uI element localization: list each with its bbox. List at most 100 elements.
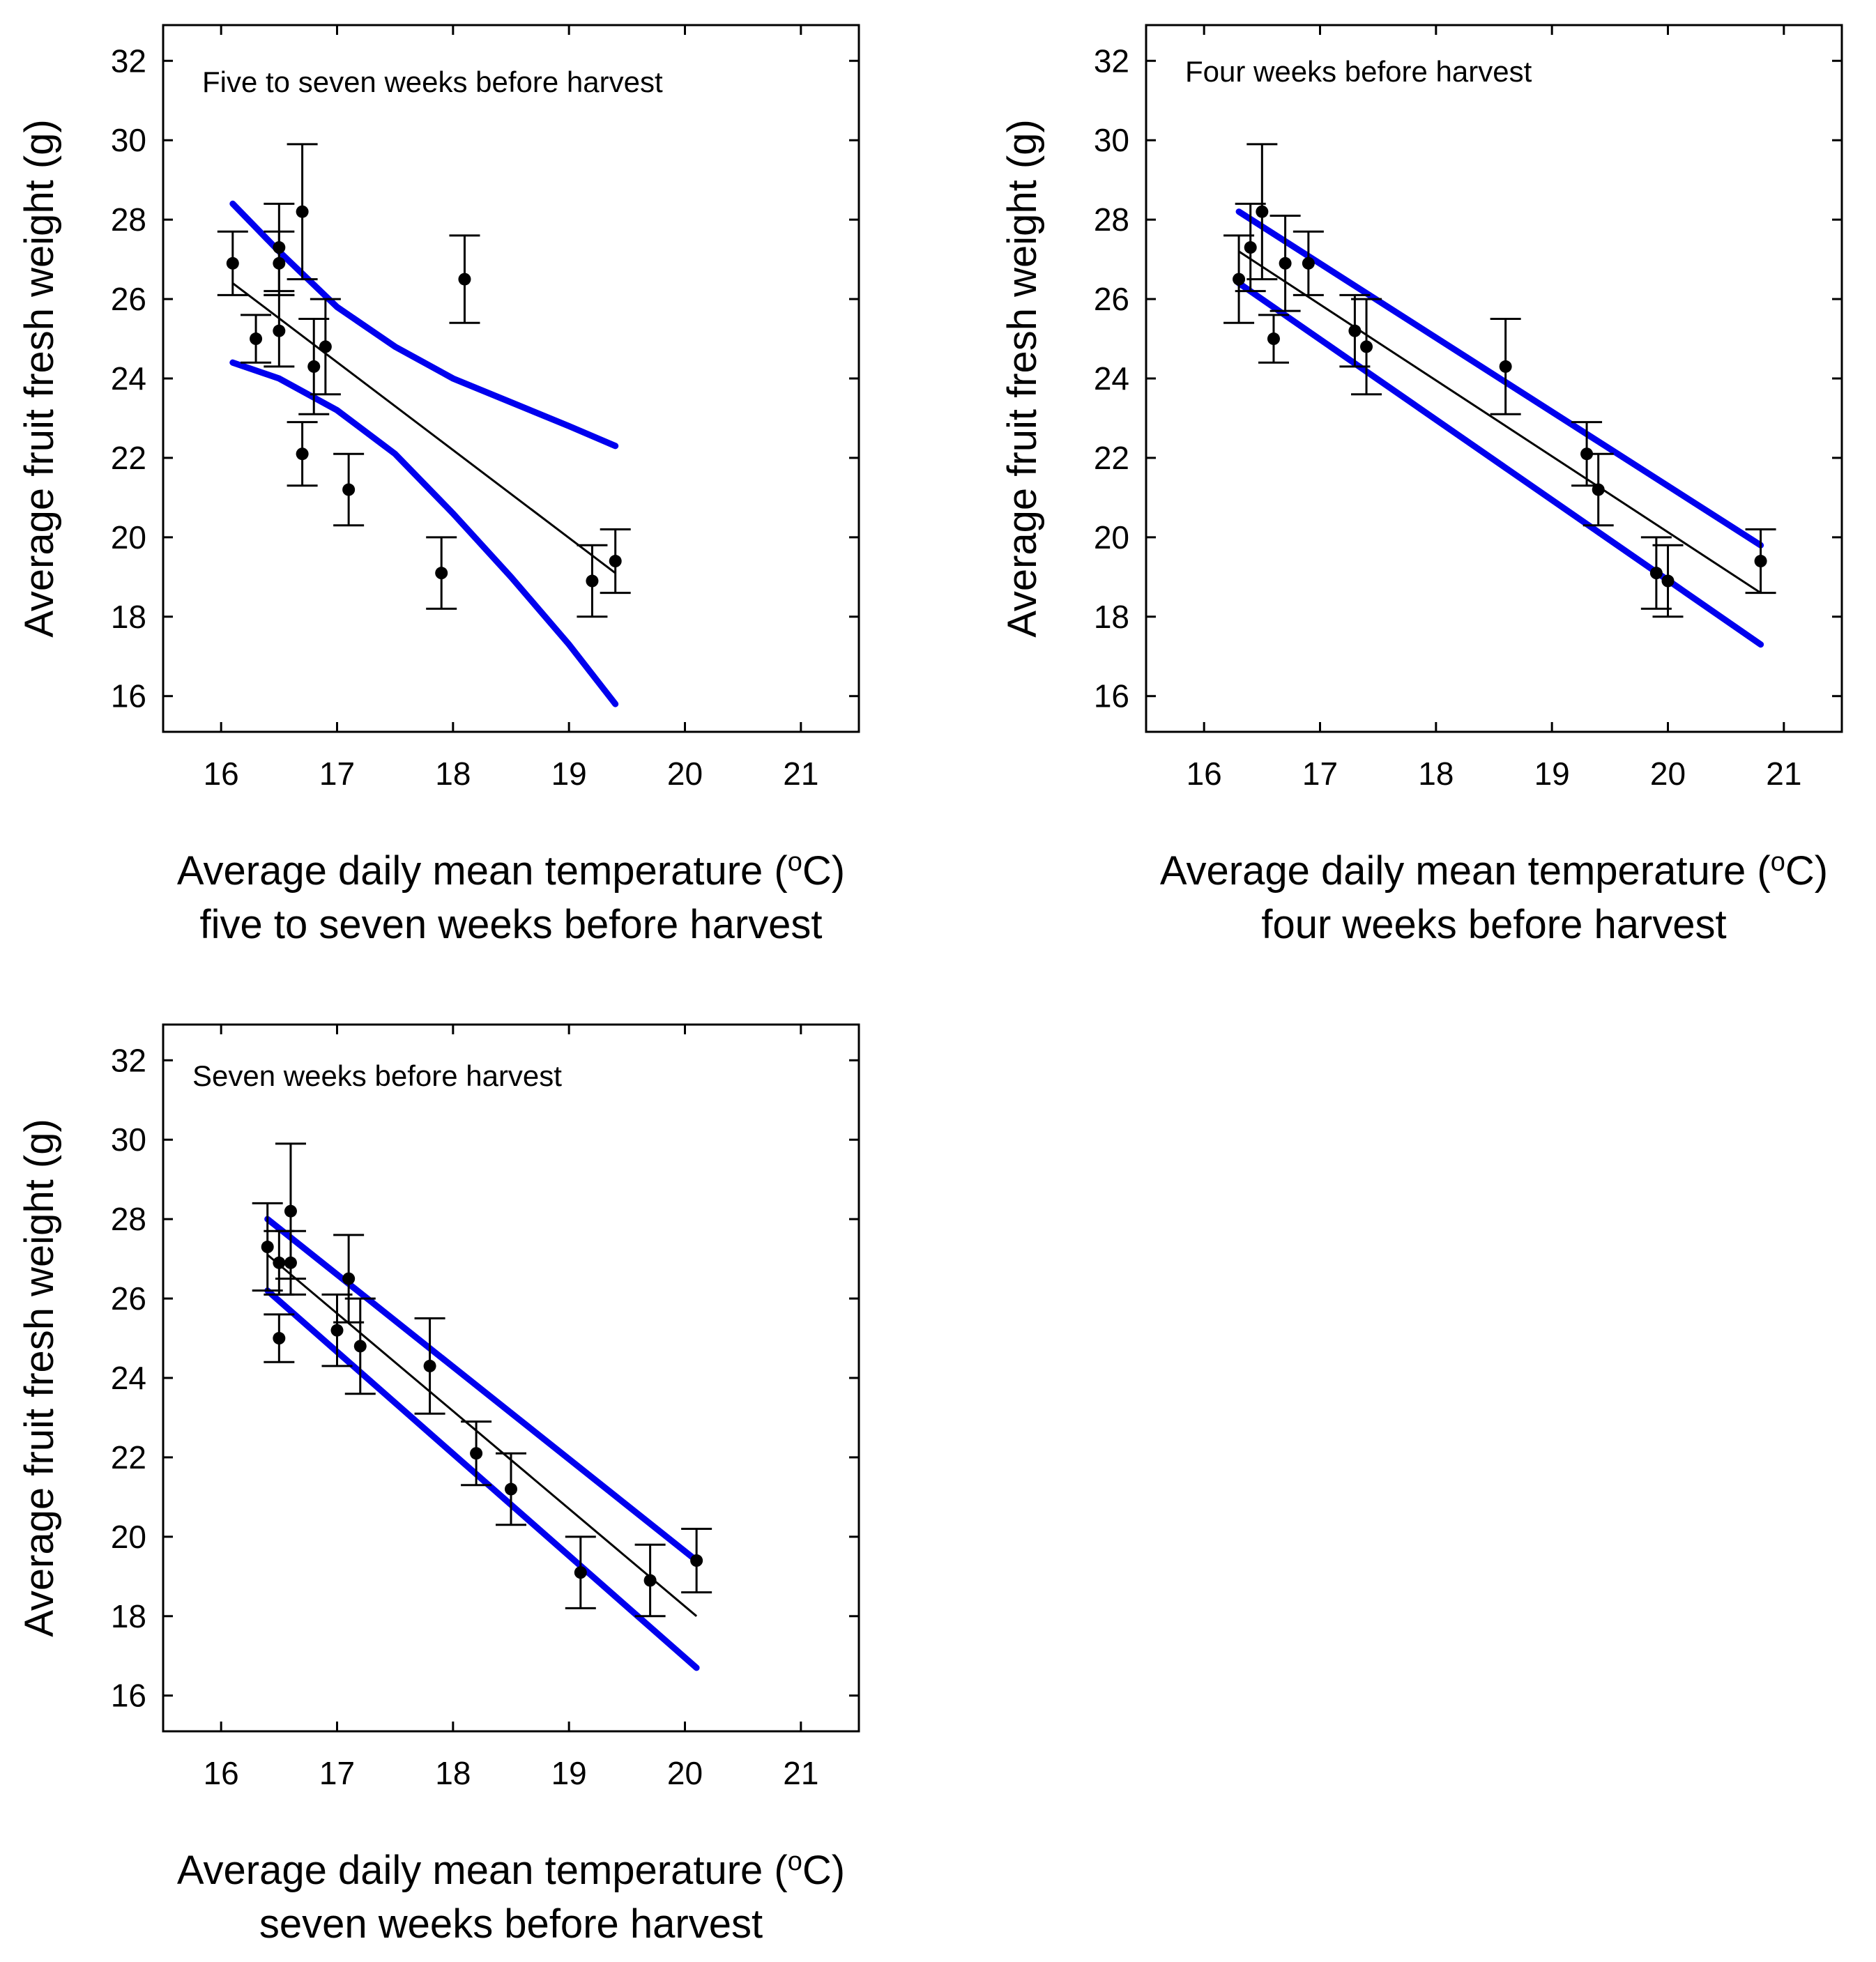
data-point <box>1244 241 1257 254</box>
y-tick-label: 32 <box>111 1042 146 1078</box>
data-marks <box>217 143 631 707</box>
x-tick-label: 18 <box>435 1755 471 1791</box>
y-tick-label: 18 <box>111 599 146 635</box>
data-point <box>423 1359 436 1372</box>
y-tick-label: 28 <box>111 1201 146 1237</box>
y-tick-label: 26 <box>1094 281 1129 317</box>
lower-confidence-band <box>1235 279 1764 648</box>
x-axis-label-text: Average daily mean temperature ( <box>177 1848 788 1893</box>
x-tick-label: 21 <box>1766 756 1801 792</box>
data-point <box>1499 360 1512 373</box>
lower-confidence-band <box>264 1287 700 1671</box>
data-point <box>284 1256 297 1269</box>
upper-confidence-band <box>264 1216 700 1564</box>
data-point <box>643 1574 657 1587</box>
degree-superscript: o <box>788 848 802 877</box>
x-tick-label: 18 <box>435 756 471 792</box>
y-tick-label: 32 <box>1094 43 1129 79</box>
data-point <box>609 555 622 568</box>
data-point <box>435 567 448 580</box>
x-tick-label: 20 <box>667 756 703 792</box>
data-point <box>1233 273 1246 286</box>
y-tick-label: 22 <box>111 1439 146 1476</box>
data-point <box>586 574 599 588</box>
upper-confidence-band <box>229 200 619 450</box>
data-point <box>226 256 239 270</box>
x-axis-label-unit: C) <box>802 1848 845 1893</box>
data-point <box>1592 483 1605 496</box>
y-tick-label: 32 <box>111 43 146 79</box>
axis-ticks: 16 17 18 19 20 21 16 18 20 22 24 26 28 30 32 <box>111 1025 859 1791</box>
x-tick-label: 18 <box>1418 756 1454 792</box>
y-tick-label: 28 <box>111 201 146 238</box>
data-point <box>330 1324 344 1337</box>
x-tick-label: 17 <box>319 756 355 792</box>
x-axis-label-line2: five to seven weeks before harvest <box>199 902 822 947</box>
panel-label: Four weeks before harvest <box>1185 55 1532 88</box>
y-tick-label: 24 <box>1094 360 1129 397</box>
regression-line <box>266 1254 698 1617</box>
data-point <box>690 1554 703 1568</box>
x-tick-label: 17 <box>319 1755 355 1791</box>
data-point <box>1360 340 1373 353</box>
y-tick-label: 16 <box>1094 678 1129 714</box>
data-point <box>1348 324 1362 337</box>
data-marks <box>252 1142 712 1671</box>
x-axis-label: Average daily mean temperature (oC) <box>177 848 845 894</box>
y-axis-label: Average fruit fresh weight (g) <box>17 1119 62 1637</box>
data-marks <box>1223 143 1776 648</box>
upper-confidence-band <box>1235 208 1764 549</box>
data-point <box>1279 256 1292 270</box>
data-point <box>505 1482 517 1496</box>
x-tick-label: 21 <box>783 1755 818 1791</box>
x-tick-label: 19 <box>551 756 587 792</box>
data-point <box>1256 205 1269 218</box>
y-axis-label: Average fruit fresh weight (g) <box>1000 119 1045 638</box>
data-point <box>307 360 321 373</box>
lower-confidence-band <box>229 359 619 707</box>
y-axis-label: Average fruit fresh weight (g) <box>17 119 62 638</box>
x-tick-label: 19 <box>1534 756 1570 792</box>
data-point <box>273 256 286 270</box>
y-tick-label: 24 <box>111 1360 146 1396</box>
data-point <box>470 1447 483 1460</box>
chart-panel-five-to-seven-weeks: 16 17 18 19 20 21 16 18 20 22 24 26 28 30 32 Five to s… <box>17 24 860 947</box>
x-axis-label: Average daily mean temperature (oC) <box>177 1847 845 1893</box>
x-axis-label-text: Average daily mean temperature ( <box>1160 848 1771 894</box>
data-point <box>273 1332 286 1345</box>
axis-ticks: 16 17 18 19 20 21 16 18 20 22 24 26 28 30 32 <box>1094 25 1842 792</box>
x-axis-label: Average daily mean temperature (oC) <box>1160 848 1828 894</box>
y-tick-label: 16 <box>111 1678 146 1714</box>
x-axis-label-text: Average daily mean temperature ( <box>177 848 788 894</box>
data-point <box>273 324 286 337</box>
panel-label: Seven weeks before harvest <box>192 1059 562 1092</box>
data-point <box>342 483 356 496</box>
chart-panel-seven-weeks: 16 17 18 19 20 21 16 18 20 22 24 26 28 30 32 Seven wee… <box>17 1023 860 1947</box>
data-point <box>1302 256 1315 270</box>
x-tick-label: 20 <box>667 1755 703 1791</box>
data-point <box>250 332 263 346</box>
axis-ticks: 16 17 18 19 20 21 16 18 20 22 24 26 28 30 32 <box>111 25 859 792</box>
data-point <box>458 273 471 286</box>
y-tick-label: 30 <box>111 1121 146 1158</box>
data-point <box>296 205 309 218</box>
y-tick-label: 18 <box>111 1598 146 1634</box>
data-point <box>296 447 309 461</box>
data-point <box>319 340 332 353</box>
y-tick-label: 20 <box>1094 519 1129 555</box>
x-axis-label-line2: seven weeks before harvest <box>259 1901 763 1947</box>
x-tick-label: 17 <box>1302 756 1338 792</box>
x-tick-label: 19 <box>551 1755 587 1791</box>
x-tick-label: 16 <box>204 756 239 792</box>
x-axis-label-unit: C) <box>1785 848 1828 894</box>
data-point <box>1661 574 1675 588</box>
data-point <box>273 1256 286 1269</box>
data-point <box>574 1566 587 1579</box>
y-tick-label: 28 <box>1094 201 1129 238</box>
y-tick-label: 26 <box>111 281 146 317</box>
regression-line <box>231 282 616 574</box>
x-tick-label: 20 <box>1650 756 1686 792</box>
y-tick-label: 30 <box>1094 122 1129 158</box>
x-axis-label-line2: four weeks before harvest <box>1261 902 1726 947</box>
